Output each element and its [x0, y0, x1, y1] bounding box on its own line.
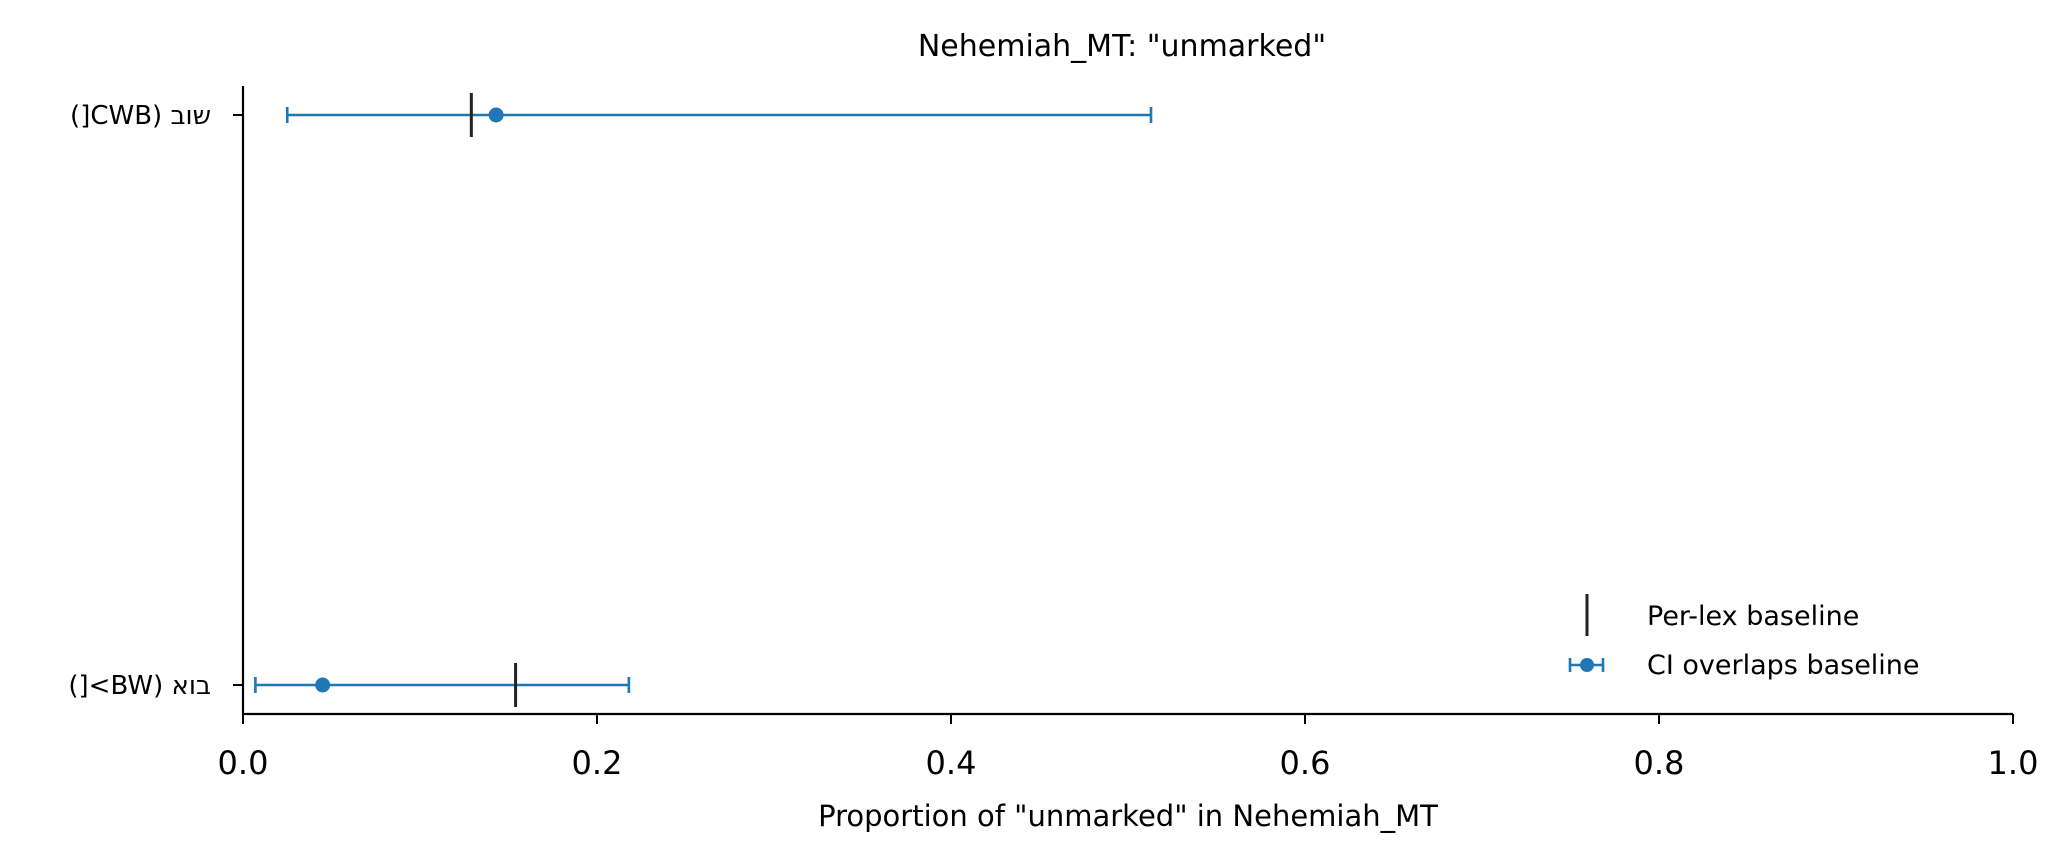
legend-ci-marker: [1568, 658, 1605, 672]
x-tick-label: 0.8: [1634, 744, 1685, 782]
data-point: [315, 677, 331, 693]
x-ticks: 0.0 0.2 0.4 0.6 0.8 1.0: [218, 714, 2039, 782]
legend: Per-lex baseline CI overlaps baseline: [1568, 594, 1920, 681]
datum-group: [285, 93, 1153, 137]
y-tick-label: בוא (BW>[): [68, 671, 211, 701]
x-axis-label: Proportion of "unmarked" in Nehemiah_MT: [818, 799, 1438, 833]
plot-area: 0.0 0.2 0.4 0.6 0.8 1.0 שוב (CWB[) בוא (BW>[): [68, 86, 2038, 782]
chart-marks: [254, 93, 1153, 707]
x-tick-label: 0.0: [218, 744, 269, 782]
x-tick-label: 0.2: [572, 744, 623, 782]
y-tick-label: שוב (CWB[): [70, 101, 211, 131]
legend-label-ci: CI overlaps baseline: [1647, 650, 1920, 681]
legend-label-baseline: Per-lex baseline: [1647, 601, 1859, 632]
data-point: [488, 107, 504, 123]
x-tick-label: 1.0: [1988, 744, 2039, 782]
x-tick-label: 0.6: [1280, 744, 1331, 782]
y-ticks: שוב (CWB[) בוא (BW>[): [68, 101, 243, 701]
chart-title: Nehemiah_MT: "unmarked": [918, 29, 1326, 64]
x-tick-label: 0.4: [926, 744, 977, 782]
datum-group: [254, 663, 631, 707]
